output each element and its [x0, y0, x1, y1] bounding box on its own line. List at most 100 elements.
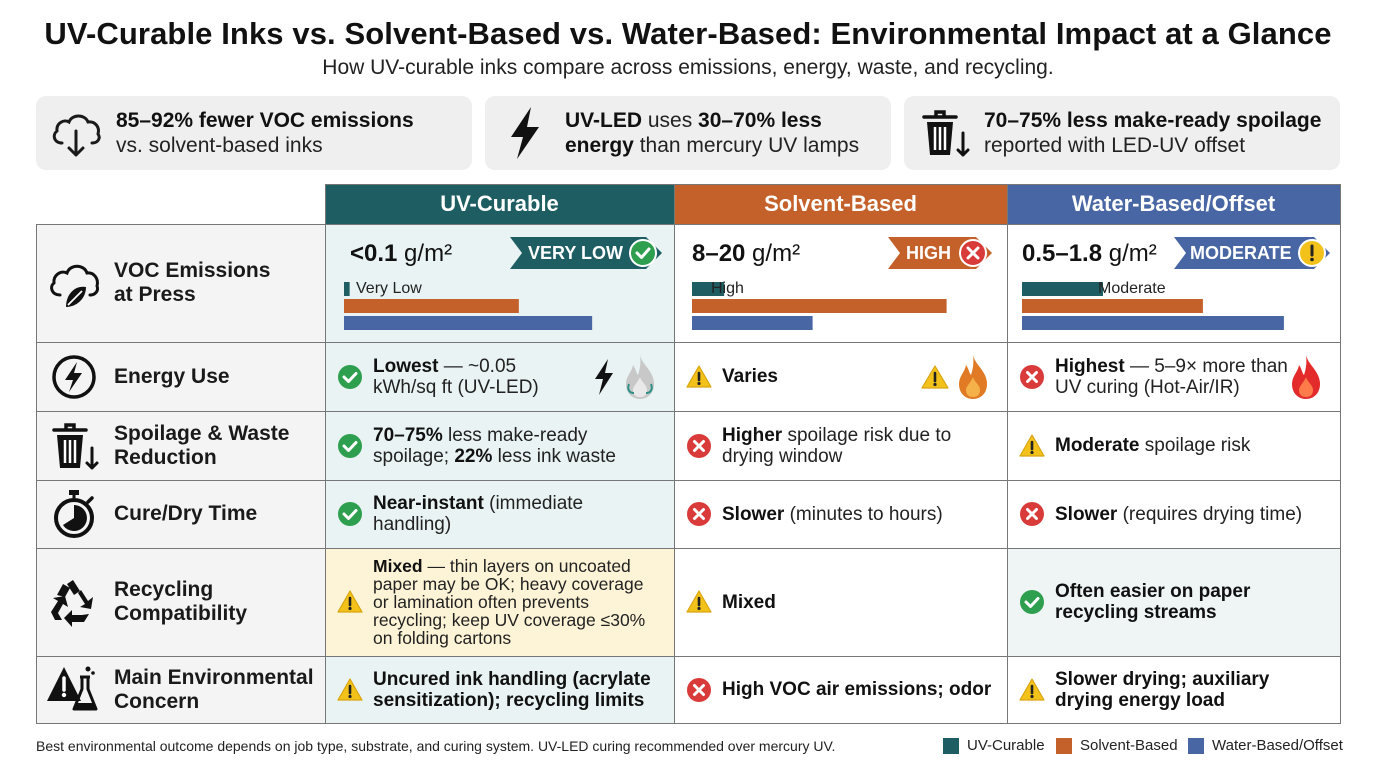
cell-text-bold: Highest — [1055, 355, 1125, 377]
recycle-icon — [51, 580, 93, 627]
cell-text-bold: Mixed — [722, 591, 776, 613]
cell-uv-row-3: Near-instant (immediate handling) — [325, 480, 674, 548]
voc-level-solvent: High — [711, 280, 744, 297]
cell-text: 70–75% less make-ready spoilage; 22% les… — [373, 425, 662, 467]
row-label-line1: Energy Use — [114, 364, 230, 388]
cell-uv-row-2: 70–75% less make-ready spoilage; 22% les… — [325, 411, 674, 480]
cell-water-row-5: Slower drying; auxiliary drying energy l… — [1007, 656, 1340, 723]
status-icon — [686, 677, 712, 703]
row-label-tint — [36, 224, 325, 724]
badge-high-label: HIGH — [906, 243, 951, 263]
x-icon — [1020, 502, 1044, 526]
voc-level-uv: Very Low — [356, 280, 422, 297]
voc-bar-high-2 — [1022, 299, 1203, 313]
column-header-water: Water-Based/Offset — [1007, 184, 1340, 224]
page-title: UV-Curable Inks vs. Solvent-Based vs. Wa… — [44, 16, 1332, 51]
cell-text-rest: less make-ready spoilage; — [373, 424, 588, 467]
voc-value-solvent: 8–20 g/m² — [692, 240, 800, 268]
voc-bar-moderate-2 — [1022, 316, 1284, 330]
row-label-hazard-flask: Main Environmental Concern — [36, 656, 325, 723]
cell-text-bold: Near-instant — [373, 493, 484, 514]
grid-line — [36, 656, 1340, 657]
cell-text-bold: Varies — [722, 366, 778, 387]
cell-text-bold: 70–75% — [373, 424, 443, 446]
summary-card-spoilage: 70–75% less make-ready spoilage reported… — [904, 96, 1340, 170]
grid-line — [36, 224, 37, 724]
warning-icon — [686, 364, 712, 388]
row-icon-wrap — [46, 662, 102, 718]
check-icon — [629, 239, 657, 267]
cell-text-bold: Uncured ink handling (acrylate sensitiza… — [373, 668, 651, 711]
check-icon — [338, 364, 362, 389]
legend-solvent: Solvent-Based — [1056, 737, 1178, 754]
stopwatch-icon — [54, 490, 94, 538]
status-icon — [337, 589, 363, 615]
cell-text: Slower drying; auxiliary drying energy l… — [1055, 669, 1328, 711]
status-icon — [1019, 433, 1045, 459]
check-icon — [1020, 590, 1044, 614]
cell-text: Slower (minutes to hours) — [722, 504, 995, 525]
trash-down-icon — [916, 105, 972, 161]
cell-water-row-3: Slower (requires drying time) — [1007, 480, 1340, 548]
cell-text: Slower (requires drying time) — [1055, 504, 1328, 525]
warning-icon — [1298, 239, 1326, 267]
warning-icon — [1019, 677, 1045, 701]
cell-text: Moderate spoilage risk — [1055, 435, 1328, 456]
status-icon — [337, 677, 363, 703]
card-spoilage-detail: reported with LED-UV offset — [984, 134, 1246, 157]
card-energy-t1: uses — [642, 109, 699, 132]
cell-uv-row-5: Uncured ink handling (acrylate sensitiza… — [325, 656, 674, 723]
x-icon — [1020, 364, 1044, 389]
lightning-bolt-icon — [595, 358, 613, 395]
cell-solvent-row-4: Mixed — [674, 548, 1007, 656]
voc-level-water: Moderate — [1098, 280, 1166, 297]
grid-line — [36, 723, 1340, 724]
check-icon — [338, 502, 362, 526]
row-label-line2: Compatibility — [114, 602, 248, 625]
legend-label-uv: UV-Curable — [967, 737, 1045, 754]
page-subtitle: How UV-curable inks compare across emiss… — [322, 56, 1054, 79]
check-icon — [338, 433, 362, 458]
status-icon — [686, 589, 712, 615]
legend-swatch-water — [1188, 737, 1204, 754]
cell-text: Varies — [722, 366, 915, 387]
row-icon-wrap — [46, 349, 102, 405]
voc-label-line2: at Press — [114, 283, 196, 306]
cell-extra-icons — [921, 342, 993, 411]
voc-value-water-number: 0.5–1.8 — [1022, 240, 1103, 267]
footer-note: Best environmental outcome depends on jo… — [36, 738, 836, 754]
row-label-line1: Cure/Dry Time — [114, 502, 258, 525]
status-icon — [337, 501, 363, 527]
card-energy-b1: UV-LED — [565, 109, 643, 132]
cell-extra-icons — [592, 342, 660, 411]
status-icon — [337, 433, 363, 459]
cell-text-bold: Slower — [1055, 503, 1118, 525]
warning-icon — [1019, 433, 1045, 457]
grid-line — [325, 184, 1341, 185]
grid-line — [36, 224, 1340, 225]
cell-text-rest: spoilage risk — [1139, 435, 1251, 456]
cell-text-bold: Higher — [722, 424, 783, 446]
status-icon — [337, 364, 363, 390]
flame-icon — [959, 354, 987, 399]
voc-label-line1: VOC Emissions — [114, 259, 271, 282]
badge-very-low: VERY LOW — [510, 237, 662, 269]
cell-water-row-4: Often easier on paper recycling streams — [1007, 548, 1340, 656]
row-label-voc: VOC Emissions at Press — [36, 224, 325, 342]
badge-high: HIGH — [888, 237, 992, 269]
column-header-solvent: Solvent-Based — [674, 184, 1007, 224]
status-icon — [686, 501, 712, 527]
cell-extra-icons — [1286, 342, 1326, 411]
x-icon — [687, 502, 711, 526]
cell-text: Higher spoilage risk due to drying windo… — [722, 425, 995, 467]
cell-solvent-row-1: Varies — [674, 342, 1007, 411]
summary-card-voc: 85–92% fewer VOC emissions vs. solvent-b… — [36, 96, 472, 170]
card-energy-b3: energy — [565, 134, 634, 157]
row-label-line2: Reduction — [114, 445, 217, 469]
voc-value-solvent-unit: g/m² — [745, 240, 801, 267]
cell-uv-row-1: Lowest — ~0.05 kWh/sq ft (UV-LED) — [325, 342, 674, 411]
legend-swatch-solvent — [1056, 737, 1072, 754]
row-icon-wrap — [46, 486, 102, 542]
cloud-leaf-icon — [46, 255, 102, 311]
x-icon — [959, 239, 987, 267]
